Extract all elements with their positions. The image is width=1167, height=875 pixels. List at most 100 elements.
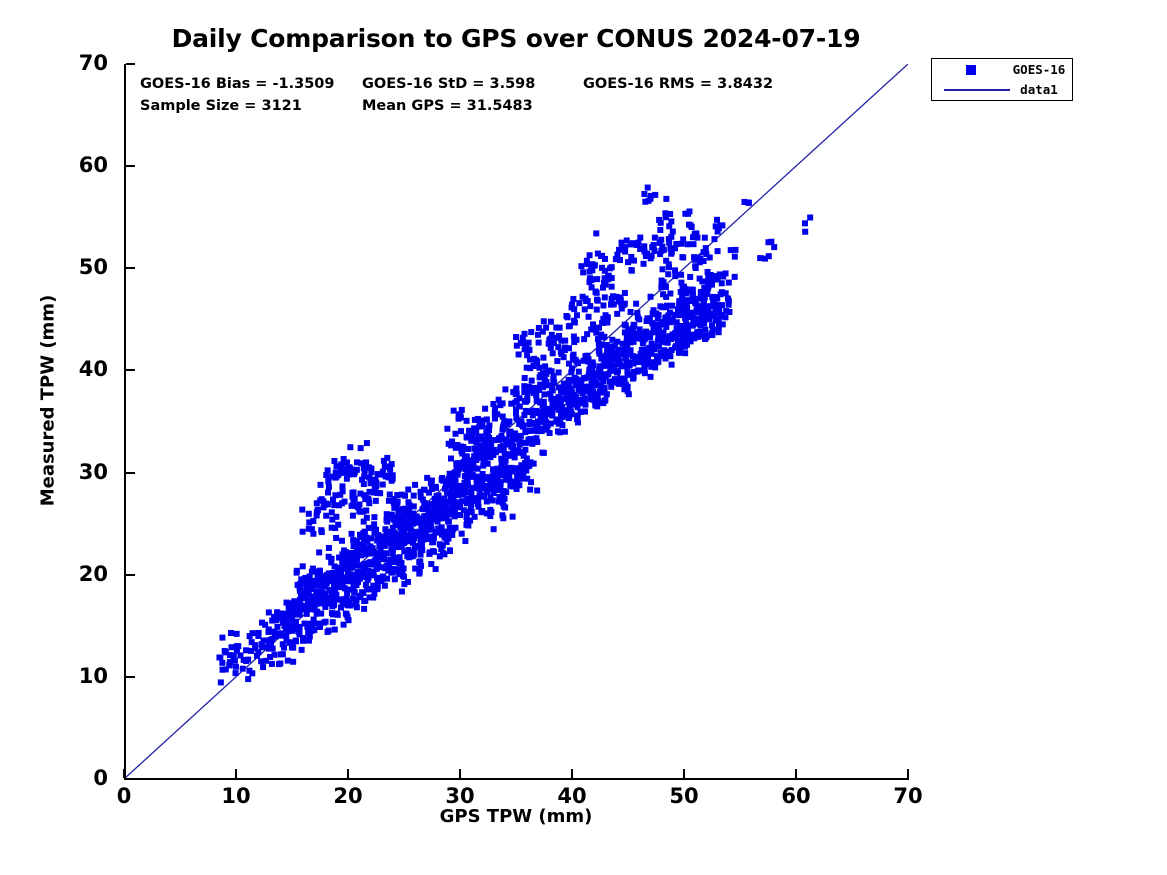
scatter-point — [701, 294, 708, 301]
scatter-point — [427, 521, 434, 528]
scatter-point — [677, 346, 684, 353]
scatter-point — [710, 297, 717, 304]
scatter-point — [693, 307, 700, 314]
scatter-point — [571, 317, 578, 324]
scatter-point — [584, 383, 591, 390]
scatter-point — [574, 416, 581, 423]
scatter-point — [333, 463, 340, 470]
scatter-point — [483, 416, 490, 423]
scatter-point — [469, 435, 476, 442]
scatter-point — [400, 565, 407, 572]
scatter-point — [477, 491, 484, 498]
scatter-point — [471, 416, 478, 423]
scatter-point — [444, 530, 451, 537]
scatter-point — [260, 637, 267, 644]
scatter-point — [714, 228, 721, 235]
scatter-point — [237, 652, 244, 659]
scatter-point — [589, 359, 596, 366]
scatter-point — [450, 485, 457, 492]
scatter-point — [344, 614, 351, 621]
scatter-point — [490, 451, 497, 458]
scatter-point — [527, 356, 534, 363]
y-tick-mark — [126, 165, 135, 168]
scatter-point — [484, 460, 491, 467]
scatter-point — [219, 666, 226, 673]
scatter-point — [637, 350, 644, 357]
legend-entry-data1[interactable]: data1 — [932, 80, 1074, 100]
scatter-point — [374, 532, 381, 539]
scatter-point — [517, 470, 524, 477]
scatter-point — [551, 396, 558, 403]
scatter-point — [702, 326, 709, 333]
scatter-point — [588, 378, 595, 385]
legend-entry-goes16[interactable]: GOES-16 — [932, 60, 1074, 80]
scatter-point — [412, 481, 419, 488]
scatter-point — [665, 271, 672, 278]
scatter-point — [299, 563, 306, 570]
scatter-point — [549, 350, 556, 357]
scatter-point — [634, 314, 641, 321]
scatter-point — [548, 407, 555, 414]
scatter-point — [624, 359, 631, 366]
scatter-point — [522, 446, 529, 453]
scatter-point — [263, 657, 270, 664]
scatter-point — [559, 403, 566, 410]
scatter-point — [444, 489, 451, 496]
scatter-point — [353, 546, 360, 553]
scatter-point — [318, 529, 325, 536]
y-tick-mark — [126, 573, 135, 576]
scatter-point — [624, 368, 631, 375]
scatter-point — [479, 436, 486, 443]
scatter-point — [444, 425, 451, 432]
scatter-point — [681, 343, 688, 350]
scatter-point — [339, 488, 346, 495]
scatter-point — [309, 624, 316, 631]
scatter-point — [348, 502, 355, 509]
scatter-point — [329, 496, 336, 503]
scatter-point — [248, 647, 254, 654]
scatter-point — [561, 428, 568, 435]
scatter-point — [501, 451, 508, 458]
scatter-point — [614, 310, 621, 317]
stat-bias: GOES-16 Bias = -1.3509 — [140, 76, 335, 92]
scatter-point — [490, 400, 497, 407]
scatter-point — [519, 334, 526, 341]
scatter-point — [421, 514, 428, 521]
scatter-point — [662, 210, 669, 217]
scatter-point — [436, 553, 443, 560]
scatter-point — [530, 460, 537, 467]
scatter-point — [673, 319, 680, 326]
scatter-point — [513, 390, 520, 397]
scatter-point — [281, 644, 288, 651]
scatter-point — [388, 536, 395, 543]
scatter-point — [598, 331, 605, 338]
scatter-point — [463, 417, 470, 424]
scatter-point — [669, 302, 676, 309]
scatter-point — [663, 323, 670, 330]
scatter-point — [610, 301, 617, 308]
scatter-point — [394, 531, 401, 538]
scatter-point — [488, 475, 495, 482]
scatter-point — [269, 636, 276, 643]
scatter-point — [569, 365, 575, 372]
scatter-point — [227, 659, 234, 666]
scatter-point — [637, 234, 644, 241]
scatter-point — [556, 384, 563, 391]
scatter-point — [613, 349, 620, 356]
scatter-point — [537, 399, 544, 406]
scatter-point — [463, 513, 470, 520]
scatter-point — [683, 299, 690, 306]
scatter-point — [366, 474, 373, 481]
scatter-point — [309, 565, 316, 572]
scatter-point — [463, 477, 470, 484]
scatter-point — [659, 243, 666, 250]
scatter-point — [410, 549, 417, 556]
scatter-point — [385, 497, 392, 504]
scatter-point — [363, 507, 370, 514]
scatter-point — [547, 335, 554, 342]
scatter-point — [504, 420, 511, 427]
scatter-points-layer — [216, 184, 814, 686]
scatter-point — [330, 581, 337, 588]
scatter-point — [682, 350, 689, 357]
scatter-point — [460, 444, 467, 451]
